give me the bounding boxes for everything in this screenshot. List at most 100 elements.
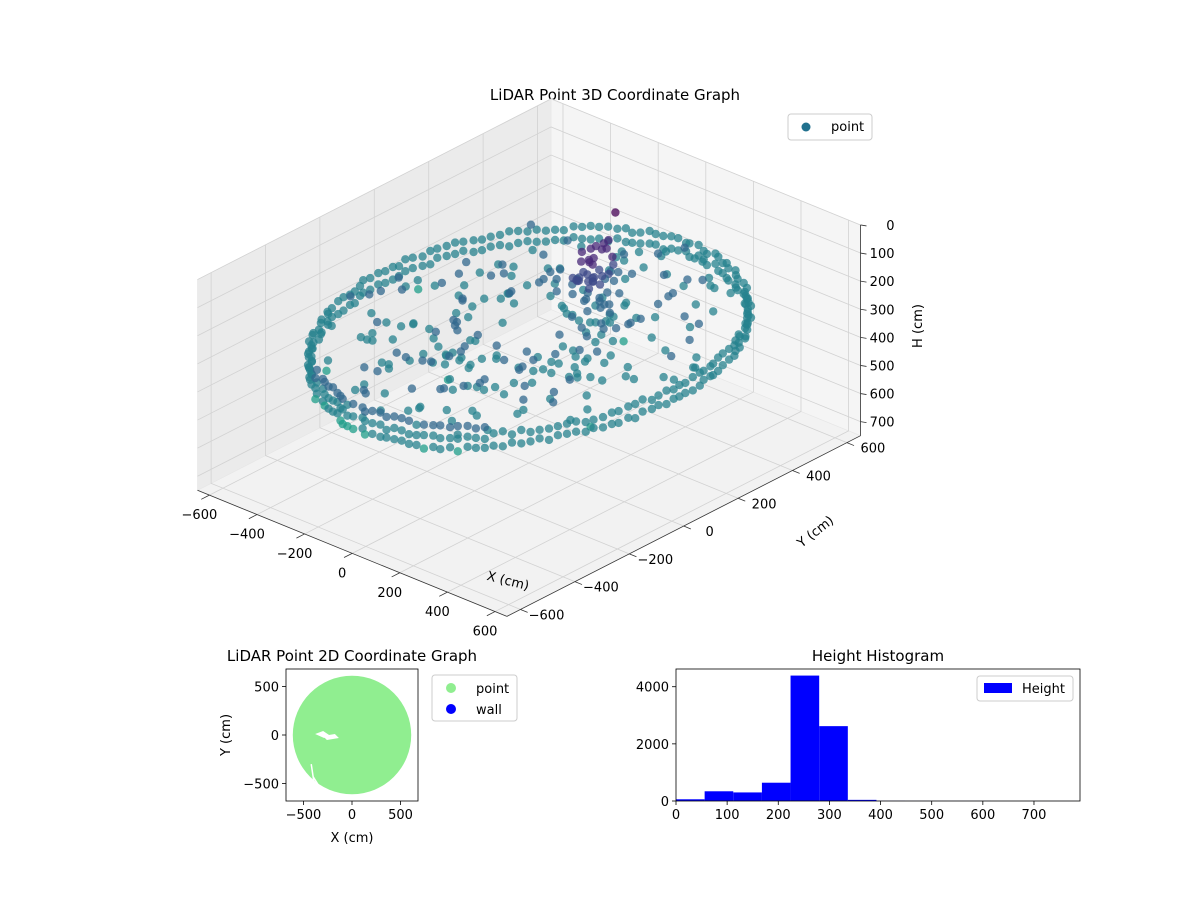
- data-point-3d: [505, 289, 514, 298]
- data-point-3d: [447, 416, 457, 426]
- data-point-3d: [586, 221, 595, 231]
- x-tick-label-hist: 400: [868, 808, 893, 823]
- data-point-3d: [586, 244, 595, 253]
- data-point-3d: [425, 324, 434, 334]
- x-tick-label-3d: −600: [182, 508, 218, 523]
- data-point-3d: [621, 298, 631, 307]
- data-point-3d: [509, 299, 519, 308]
- data-point-3d: [680, 243, 689, 252]
- data-point-3d: [449, 315, 458, 325]
- x-tick-mark-3d: [296, 533, 305, 539]
- data-point-3d: [464, 313, 473, 322]
- data-point-3d: [450, 249, 460, 259]
- data-point-3d: [475, 268, 484, 277]
- data-point-3d: [368, 429, 377, 439]
- data-point-3d: [654, 391, 663, 400]
- data-point-3d: [706, 362, 715, 371]
- data-point-3d: [436, 421, 445, 430]
- data-point-3d: [558, 342, 568, 351]
- data-point-3d: [562, 429, 572, 438]
- data-point-3d: [627, 269, 637, 278]
- data-point-3d: [367, 309, 376, 318]
- data-point-3d: [680, 312, 689, 321]
- data-point-3d: [692, 353, 701, 362]
- data-point-3d: [384, 360, 393, 369]
- data-point-3d: [607, 408, 617, 417]
- data-point-3d: [661, 346, 670, 355]
- data-point-3d: [513, 409, 522, 418]
- data-point-3d: [456, 347, 465, 356]
- data-point-3d: [591, 337, 600, 347]
- data-point-3d: [397, 436, 406, 445]
- z-tick-mark-3d: [860, 393, 867, 395]
- data-point-3d: [653, 249, 663, 258]
- data-point-3d: [397, 426, 406, 435]
- data-point-3d: [664, 292, 673, 301]
- data-point-3d: [509, 378, 519, 388]
- histogram-bar: [761, 782, 791, 801]
- data-point-3d: [419, 420, 429, 429]
- data-point-3d: [724, 264, 733, 273]
- grid-z-300: [197, 182, 861, 365]
- data-point-3d: [598, 412, 608, 422]
- data-point-3d: [605, 318, 615, 327]
- data-point-3d: [562, 419, 572, 428]
- data-point-3d: [475, 378, 485, 388]
- data-point-3d: [583, 405, 592, 414]
- data-point-3d: [595, 265, 604, 274]
- data-point-3d: [429, 334, 438, 343]
- data-point-3d: [631, 414, 640, 423]
- grid-y-200: [428, 161, 739, 499]
- data-point-3d: [688, 386, 697, 395]
- data-point-3d: [334, 297, 343, 306]
- data-point-3d: [495, 230, 505, 240]
- x-axis-label-2d: X (cm): [331, 831, 374, 846]
- data-point-3d: [659, 270, 669, 280]
- chart-title-hist: Height Histogram: [812, 647, 944, 665]
- data-point-3d: [416, 402, 425, 411]
- legend-label-point-3d: point: [831, 120, 864, 135]
- data-point-3d: [669, 394, 678, 403]
- chart-title-2d: LiDAR Point 2D Coordinate Graph: [227, 647, 477, 665]
- x-tick-label-2d: 500: [388, 808, 413, 823]
- data-point-3d: [710, 283, 719, 293]
- y-tick-label-3d: −600: [529, 608, 565, 623]
- data-point-3d: [373, 367, 382, 376]
- data-point-3d: [429, 442, 438, 452]
- data-point-3d: [598, 376, 607, 385]
- data-point-3d: [553, 431, 563, 440]
- data-point-3d: [526, 220, 536, 229]
- data-point-3d: [650, 313, 660, 322]
- grid-z-200: [197, 154, 861, 337]
- data-point-3d: [440, 360, 450, 369]
- data-point-3d: [639, 263, 648, 272]
- data-point-3d: [401, 255, 410, 264]
- data-point-3d: [376, 432, 385, 441]
- data-point-3d: [479, 385, 489, 395]
- data-point-3d: [568, 346, 578, 355]
- data-point-3d: [412, 420, 421, 429]
- data-point-3d: [436, 384, 445, 394]
- data-point-3d: [740, 323, 750, 333]
- data-point-3d: [412, 440, 421, 450]
- data-point-3d: [505, 242, 514, 251]
- data-point-3d: [453, 434, 462, 443]
- data-point-3d: [581, 294, 591, 304]
- data-point-3d: [509, 262, 518, 271]
- x-tick-label-hist: 0: [672, 808, 680, 823]
- chart-title-3d: LiDAR Point 3D Coordinate Graph: [490, 86, 740, 104]
- 3d-tick-labels: −600 −400 −200 0 200 400 600 −600 −400 −200 0 200 40…: [182, 219, 895, 640]
- data-point-3d: [595, 280, 605, 289]
- x-tick-mark-3d: [391, 572, 400, 578]
- grid-x--200: [304, 142, 659, 535]
- x-tick-mark-3d: [248, 514, 258, 520]
- data-point-3d: [452, 308, 461, 318]
- z-tick-mark-3d: [860, 421, 867, 424]
- 2d-plot-area: −500 0 500 −500 0 500: [243, 668, 419, 823]
- data-point-3d: [361, 389, 370, 398]
- data-point-3d: [519, 405, 528, 415]
- data-point-3d: [454, 269, 464, 278]
- data-point-3d: [544, 435, 554, 445]
- data-point-3d: [528, 245, 537, 255]
